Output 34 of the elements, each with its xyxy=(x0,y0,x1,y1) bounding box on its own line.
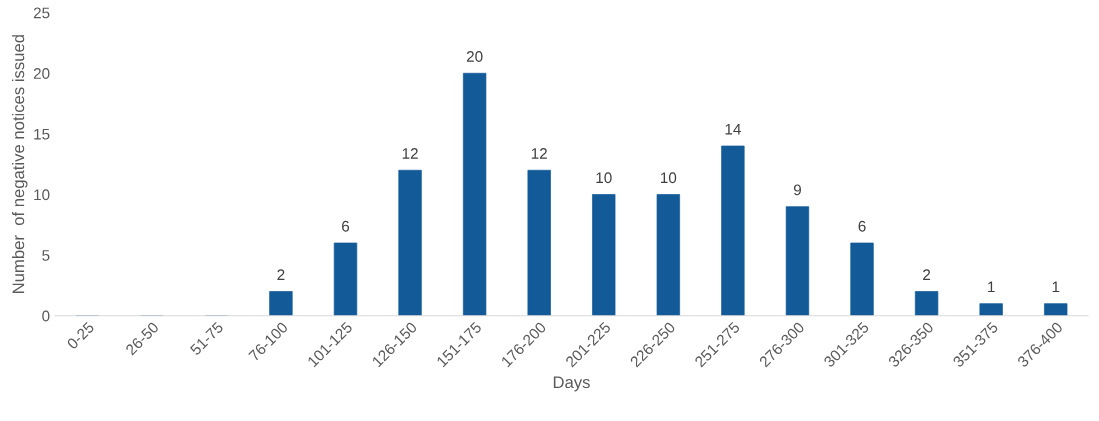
data-label: 2 xyxy=(277,269,285,280)
bar xyxy=(656,194,680,316)
y-tick-label: 20 xyxy=(33,68,50,79)
bar xyxy=(592,194,616,316)
bar xyxy=(333,242,358,316)
bar xyxy=(527,169,551,316)
data-label: 6 xyxy=(342,220,350,232)
bar xyxy=(269,291,293,316)
data-label: 12 xyxy=(402,148,418,159)
y-tick-label: 25 xyxy=(33,7,50,19)
bar xyxy=(721,145,745,316)
data-label: 1 xyxy=(988,281,995,293)
bar xyxy=(850,242,874,316)
data-label: 1 xyxy=(1052,281,1060,293)
bar xyxy=(914,291,939,316)
data-label: 10 xyxy=(596,172,612,184)
y-axis-title: Number of negative notices issued xyxy=(12,35,28,293)
data-label: 14 xyxy=(725,123,741,135)
y-tick-label: 10 xyxy=(34,189,50,201)
data-label: 9 xyxy=(793,184,801,196)
bar xyxy=(398,169,422,316)
y-tick-label: 5 xyxy=(42,250,50,261)
data-label: 12 xyxy=(531,148,547,159)
bar xyxy=(1044,303,1068,316)
bar xyxy=(462,72,487,316)
data-label: 6 xyxy=(858,220,866,232)
bar xyxy=(785,206,810,316)
bar xyxy=(979,303,1003,316)
y-tick-label: 0 xyxy=(42,310,50,322)
data-label: 10 xyxy=(661,172,677,184)
x-axis-title: Days xyxy=(553,376,590,392)
y-tick-label: 15 xyxy=(34,128,50,140)
data-label: 20 xyxy=(466,51,483,62)
data-label: 2 xyxy=(923,269,931,280)
